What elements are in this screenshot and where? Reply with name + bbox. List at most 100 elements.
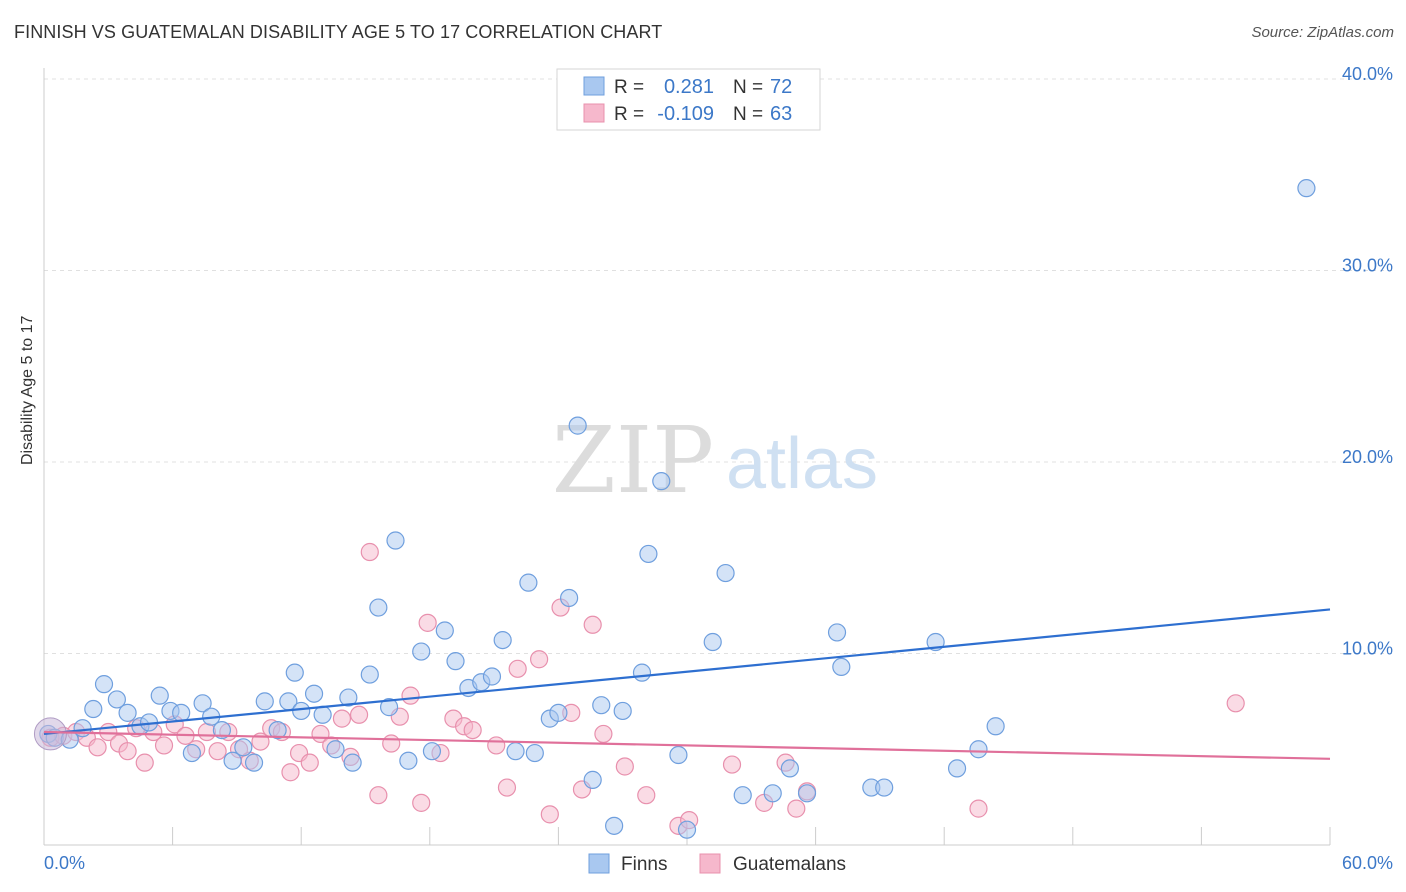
data-point: [360, 665, 379, 684]
data-point: [583, 770, 602, 789]
axes: 0.0% 60.0%: [43, 68, 1393, 873]
data-point: [172, 703, 191, 722]
data-point: [583, 615, 602, 634]
data-point: [1226, 694, 1245, 713]
watermark-atlas: atlas: [726, 424, 878, 504]
chart-title: FINNISH VS GUATEMALAN DISABILITY AGE 5 T…: [14, 22, 663, 42]
finns-legend-label: Finns: [621, 854, 667, 875]
data-point: [349, 705, 369, 724]
data-point: [875, 778, 894, 797]
data-point: [716, 563, 735, 583]
series-legend: Finns Guatemalans: [588, 853, 846, 875]
data-point: [154, 736, 174, 755]
legend-n-label: N =: [733, 104, 763, 125]
data-point: [118, 703, 137, 722]
data-point: [493, 630, 512, 650]
data-point: [947, 759, 967, 778]
legend-r-label: R =: [614, 104, 644, 125]
data-point: [300, 753, 319, 772]
guatemalans-trend-line: [43, 730, 1331, 760]
data-point: [652, 472, 671, 491]
data-point: [549, 703, 568, 722]
correlation-legend: R = 0.281 N = 72 R = -0.109 N = 63: [556, 68, 821, 131]
data-point: [268, 720, 287, 740]
data-point: [369, 786, 388, 805]
data-point: [343, 753, 362, 772]
data-point: [150, 686, 169, 705]
data-point: [508, 659, 527, 678]
data-point: [506, 742, 525, 761]
data-point: [360, 542, 379, 562]
data-point: [832, 657, 851, 677]
data-point: [369, 598, 388, 617]
data-point: [787, 799, 806, 818]
legend-n-value: 72: [770, 76, 792, 98]
data-point: [677, 820, 697, 839]
data-point: [339, 688, 358, 707]
data-point: [568, 416, 587, 435]
legend-swatch: [583, 103, 605, 123]
data-point: [412, 793, 431, 812]
data-point: [615, 757, 634, 776]
data-point: [193, 694, 212, 713]
y-tick-label: 30.0%: [1342, 256, 1393, 276]
finns-trend-line: [43, 608, 1331, 736]
legend-r-label: R =: [614, 77, 644, 98]
data-point: [497, 778, 517, 797]
data-point: [332, 709, 352, 728]
data-point: [540, 805, 559, 824]
data-point: [292, 701, 311, 721]
data-point: [84, 699, 103, 719]
data-point: [401, 686, 420, 705]
y-tick-label: 20.0%: [1342, 447, 1393, 467]
data-point: [969, 799, 988, 818]
data-point: [304, 684, 324, 703]
legend-r-value: -0.109: [657, 103, 714, 125]
data-point: [313, 705, 332, 724]
data-point: [780, 759, 799, 778]
trend-lines: [43, 608, 1331, 760]
data-point: [244, 753, 264, 772]
data-point: [197, 722, 216, 742]
data-point: [592, 696, 611, 715]
data-point: [703, 632, 722, 652]
legend-r-value: 0.281: [664, 76, 714, 98]
data-point: [827, 623, 847, 642]
data-point: [613, 701, 632, 721]
data-point: [412, 642, 431, 661]
data-point: [722, 755, 742, 774]
data-point: [637, 786, 656, 805]
data-point: [379, 698, 399, 717]
data-point: [463, 720, 482, 740]
data-point: [632, 663, 652, 682]
data-point: [487, 736, 506, 755]
data-point: [107, 690, 126, 709]
data-point: [733, 786, 752, 805]
data-point: [285, 663, 304, 682]
data-point: [223, 751, 242, 770]
data-point: [88, 738, 107, 757]
data-point: [118, 742, 137, 761]
data-point: [669, 745, 688, 765]
legend-swatch: [583, 76, 605, 96]
data-point: [94, 675, 114, 694]
data-point: [435, 621, 454, 640]
data-point: [382, 734, 401, 753]
data-point: [399, 751, 418, 770]
data-point: [530, 650, 549, 669]
finns-legend-swatch: [588, 853, 610, 874]
data-point: [182, 743, 201, 763]
y-tick-label: 40.0%: [1342, 64, 1393, 84]
data-point: [234, 738, 253, 757]
legend-n-label: N =: [733, 77, 763, 98]
data-point: [446, 652, 465, 671]
data-point: [594, 724, 613, 744]
data-point: [525, 743, 544, 763]
zipatlas-watermark: ZIP atlas: [552, 407, 878, 514]
data-point: [560, 588, 579, 608]
data-point: [482, 667, 502, 686]
guatemalans-legend-label: Guatemalans: [733, 854, 846, 875]
data-point: [208, 742, 227, 761]
data-point: [73, 719, 92, 738]
